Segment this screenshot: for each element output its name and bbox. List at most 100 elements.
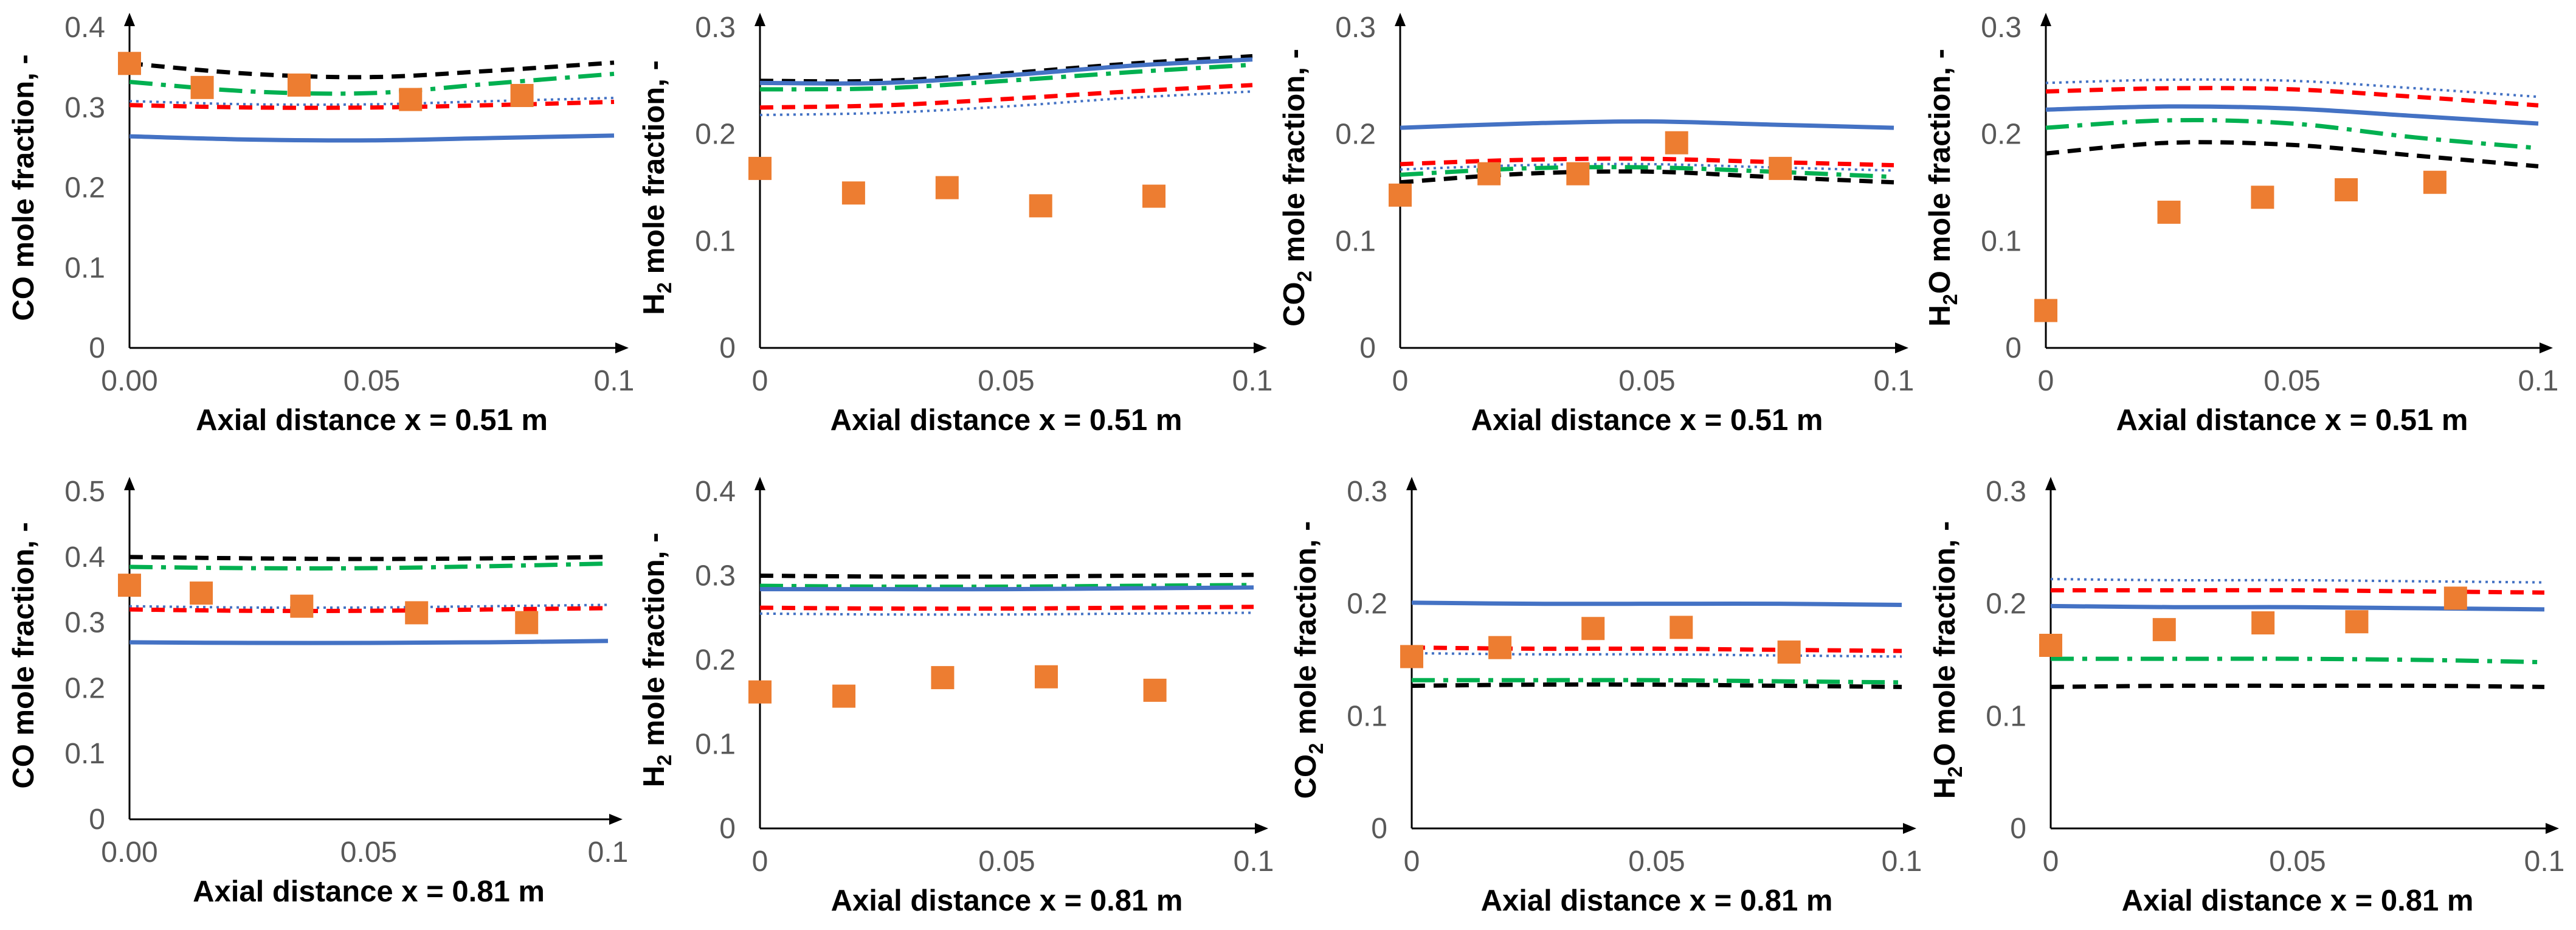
- x-axis-arrow-icon: [1895, 342, 1908, 353]
- x-tick-label: 0.05: [1618, 365, 1675, 397]
- y-tick-label: 0.1: [1335, 225, 1376, 257]
- panel-6: 0 0.1 0.2 0.3 0.4 0 0.05 0.1 Axial distance x = …: [638, 476, 1274, 917]
- y-tick-label: 0.4: [695, 476, 736, 508]
- series-line-black-dashed: [1400, 169, 1894, 185]
- x-tick-label: 0.1: [594, 365, 635, 397]
- series-line-black-dashed: [2050, 683, 2545, 689]
- y-tick-label: 0.1: [1981, 225, 2022, 257]
- x-axis-label: Axial distance x = 0.51 m: [2116, 404, 2468, 437]
- experiment-point: [1777, 640, 1801, 664]
- x-axis-label: Axial distance x = 0.81 m: [2122, 884, 2474, 917]
- y-tick-label: 0: [2005, 332, 2022, 364]
- x-tick-label: 0: [752, 365, 768, 397]
- x-tick-label: 0.1: [1882, 845, 1922, 878]
- y-tick-label: 0.1: [1986, 700, 2026, 732]
- y-tick-label: 0.1: [64, 738, 105, 770]
- x-tick-label: 0.1: [2524, 845, 2565, 878]
- y-axis-arrow-icon: [1395, 13, 1406, 26]
- series-line-red-dashed: [2045, 86, 2539, 108]
- series-line-blue-solid: [129, 133, 615, 143]
- series-line-blue-dotted: [2050, 578, 2545, 584]
- y-tick-label: 0.2: [64, 672, 105, 704]
- series-line-red-dashed: [759, 83, 1253, 110]
- panel-5: 0 0.1 0.2 0.3 0.4 0.5 0.00 0.05 0.1 Axial distanc…: [7, 476, 628, 908]
- experiment-point: [1566, 162, 1590, 186]
- y-axis-label: CO mole fraction, -: [7, 522, 40, 788]
- x-tick-label: 0.05: [344, 365, 400, 397]
- series-line-blue-dotted: [2045, 78, 2539, 99]
- experiment-point: [1400, 645, 1423, 668]
- series-line-blue-solid: [2050, 603, 2545, 612]
- y-axis-arrow-icon: [124, 477, 135, 490]
- experiment-point: [1581, 617, 1605, 640]
- x-tick-label: 0: [2038, 365, 2054, 397]
- experiment-point: [2152, 618, 2176, 642]
- x-axis-label: Axial distance x = 0.81 m: [1481, 884, 1833, 917]
- x-tick-label: 0.1: [1232, 365, 1273, 397]
- y-axis-arrow-icon: [1406, 477, 1417, 490]
- experiment-point: [2034, 299, 2057, 322]
- experiment-point: [1488, 636, 1512, 659]
- experiment-point: [1389, 183, 1412, 207]
- series-line-green-dash-dot: [2051, 656, 2545, 665]
- y-tick-label: 0.3: [1335, 12, 1376, 44]
- y-axis-arrow-icon: [2045, 477, 2056, 490]
- x-axis-arrow-icon: [1903, 823, 1916, 834]
- experiment-point: [1769, 156, 1792, 180]
- x-axis-arrow-icon: [609, 814, 623, 825]
- y-tick-label: 0.1: [1347, 700, 1387, 732]
- y-axis-arrow-icon: [2040, 13, 2051, 26]
- experiment-point: [832, 684, 856, 708]
- series-line-red-dashed: [1411, 645, 1902, 653]
- x-axis-arrow-icon: [1254, 342, 1267, 353]
- y-axis-arrow-icon: [124, 13, 135, 26]
- y-tick-label: 0.2: [1347, 588, 1387, 620]
- series-line-red-dashed: [129, 606, 609, 613]
- panel-7: 0 0.1 0.2 0.3 0 0.05 0.1 Axial distance x = 0.8…: [1290, 476, 1922, 917]
- series-line-black-dashed: [759, 572, 1254, 579]
- y-tick-label: 0.5: [64, 476, 105, 508]
- series-line-blue-solid: [129, 639, 609, 645]
- series-line-blue-dotted: [129, 96, 615, 106]
- x-axis-arrow-icon: [615, 342, 629, 353]
- experiment-point: [2251, 611, 2275, 635]
- experiment-point: [2157, 200, 2181, 224]
- x-axis-label: Axial distance x = 0.81 m: [193, 875, 545, 908]
- series-line-green-dash-dot: [759, 62, 1253, 92]
- experiment-point: [118, 52, 141, 75]
- y-tick-label: 0.2: [1986, 588, 2026, 620]
- y-tick-label: 0.2: [1981, 119, 2022, 151]
- series-line-green-dash-dot: [759, 583, 1254, 589]
- y-tick-label: 0.3: [695, 12, 736, 44]
- experiment-point: [2039, 633, 2062, 657]
- experiment-point: [748, 156, 772, 180]
- y-tick-label: 0: [719, 813, 736, 845]
- series-line-blue-dotted: [759, 90, 1253, 117]
- x-tick-label: 0.05: [2263, 365, 2320, 397]
- experiment-point: [2443, 586, 2467, 610]
- x-axis-arrow-icon: [1255, 823, 1268, 834]
- y-tick-label: 0.4: [64, 541, 105, 574]
- experiment-point: [1034, 665, 1058, 689]
- series-line-black-dashed: [129, 60, 615, 80]
- x-axis-label: Axial distance x = 0.51 m: [196, 404, 548, 437]
- series-line-black-dashed: [2045, 140, 2539, 168]
- x-tick-label: 0.1: [588, 836, 629, 869]
- experiment-point: [1665, 131, 1688, 154]
- panel-4: 0 0.1 0.2 0.3 0 0.05 0.1 Axial distance x = 0.5…: [1924, 12, 2558, 437]
- experiment-point: [190, 581, 213, 605]
- experiment-point: [190, 75, 214, 99]
- panel-2: 0 0.1 0.2 0.3 0 0.05 0.1 Axial distance x = 0.5…: [638, 12, 1272, 437]
- x-tick-label: 0.00: [101, 836, 157, 869]
- experiment-point: [748, 680, 772, 704]
- experiment-point: [118, 574, 141, 597]
- y-tick-label: 0.1: [695, 729, 736, 761]
- experiment-point: [1029, 194, 1052, 218]
- y-axis-label: H2 mole fraction, -: [638, 60, 675, 315]
- experiment-point: [1142, 184, 1165, 208]
- x-axis-label: Axial distance x = 0.51 m: [830, 404, 1183, 437]
- experiment-point: [1670, 616, 1693, 639]
- experiment-point: [935, 176, 959, 200]
- series-line-red-dashed: [759, 605, 1254, 611]
